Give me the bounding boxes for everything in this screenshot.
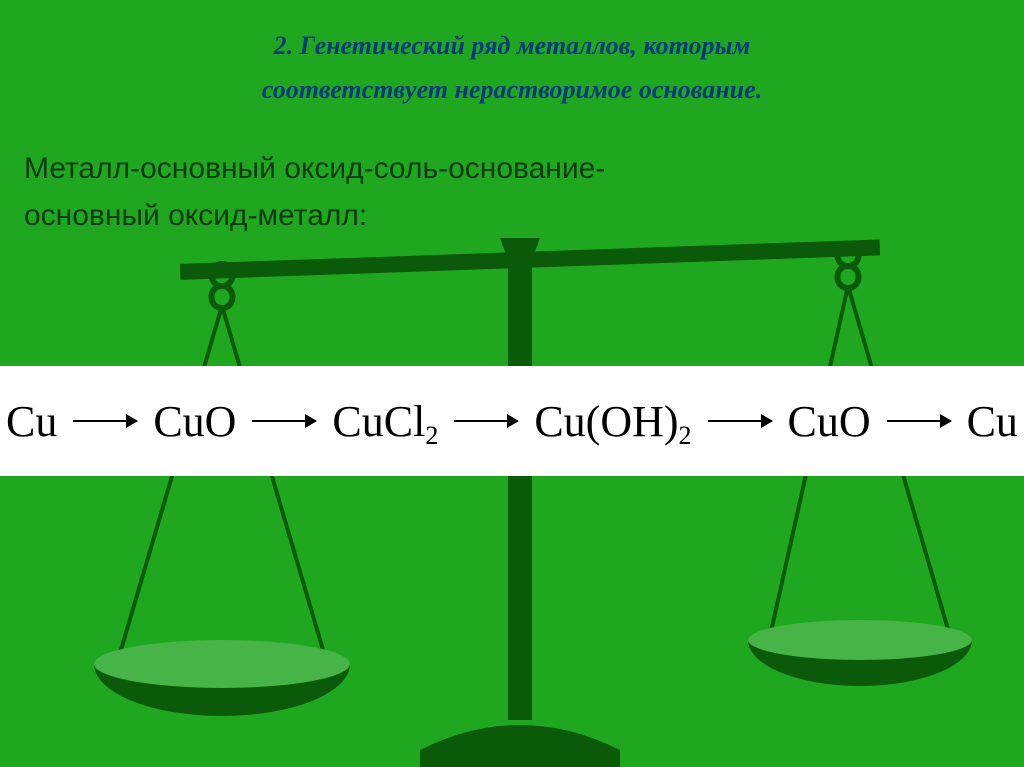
formula-term-0: Cu	[6, 396, 57, 447]
formula-term-4: CuO	[787, 396, 870, 447]
formula-subscript: 2	[425, 421, 438, 451]
arrow-icon	[454, 420, 518, 422]
formula-term-5: Cu	[967, 396, 1018, 447]
formula-text: CuCl	[332, 396, 425, 447]
formula-term-2: CuCl2	[332, 396, 438, 447]
slide-title: 2. Генетический ряд металлов, которым со…	[0, 0, 1024, 112]
body-line-1: Металл-основный оксид-соль-основание-	[24, 146, 1024, 193]
arrow-icon	[887, 420, 951, 422]
formula-term-1: CuO	[153, 396, 236, 447]
arrow-icon	[708, 420, 772, 422]
body-line-2: основный оксид-металл:	[24, 193, 1024, 240]
formula-subscript: 2	[679, 421, 692, 451]
arrow-icon	[252, 420, 316, 422]
slide-body: Металл-основный оксид-соль-основание- ос…	[0, 112, 1024, 239]
reaction-chain: Cu CuO CuCl2 Cu(OH)2 CuO Cu	[0, 366, 1024, 476]
slide: 2. Генетический ряд металлов, которым со…	[0, 0, 1024, 767]
title-line-1: 2. Генетический ряд металлов, которым	[60, 24, 964, 68]
formula-text: Cu(OH)	[534, 396, 678, 447]
formula-term-3: Cu(OH)2	[534, 396, 691, 447]
arrow-icon	[73, 420, 137, 422]
title-line-2: соответствует нерастворимое основание.	[60, 68, 964, 112]
